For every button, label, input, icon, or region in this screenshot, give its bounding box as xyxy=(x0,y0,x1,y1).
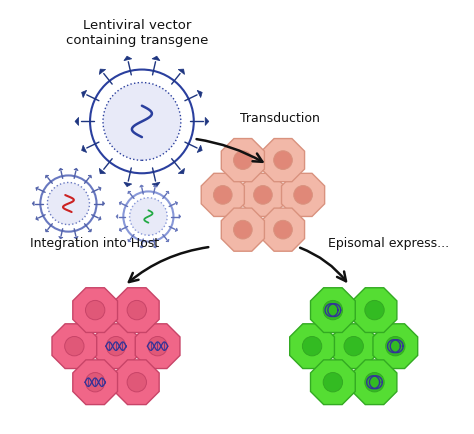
Circle shape xyxy=(127,373,146,392)
Circle shape xyxy=(129,198,167,236)
Circle shape xyxy=(106,337,126,356)
Polygon shape xyxy=(128,240,131,242)
Polygon shape xyxy=(103,202,105,206)
Circle shape xyxy=(148,337,167,356)
Polygon shape xyxy=(59,169,63,171)
Polygon shape xyxy=(262,209,305,252)
Circle shape xyxy=(64,337,84,356)
Circle shape xyxy=(386,337,405,356)
Polygon shape xyxy=(140,247,144,248)
Polygon shape xyxy=(74,237,78,239)
Polygon shape xyxy=(36,217,38,221)
Polygon shape xyxy=(352,360,397,404)
Polygon shape xyxy=(99,217,101,221)
Polygon shape xyxy=(166,192,169,194)
Circle shape xyxy=(234,151,252,170)
Polygon shape xyxy=(221,139,264,182)
Circle shape xyxy=(213,186,232,205)
Polygon shape xyxy=(152,57,160,62)
Polygon shape xyxy=(153,186,157,187)
Circle shape xyxy=(85,301,105,320)
Polygon shape xyxy=(59,237,63,239)
Polygon shape xyxy=(36,187,38,191)
Polygon shape xyxy=(140,186,144,187)
Polygon shape xyxy=(46,176,49,179)
Text: Lentiviral vector
containing transgene: Lentiviral vector containing transgene xyxy=(66,19,209,46)
Polygon shape xyxy=(124,183,132,187)
Polygon shape xyxy=(310,360,355,404)
Polygon shape xyxy=(75,118,79,126)
Circle shape xyxy=(254,186,272,205)
Polygon shape xyxy=(119,228,122,232)
Polygon shape xyxy=(175,228,178,232)
Circle shape xyxy=(234,221,252,240)
Polygon shape xyxy=(152,183,160,187)
Circle shape xyxy=(90,70,194,174)
Polygon shape xyxy=(99,70,106,75)
Polygon shape xyxy=(205,118,209,126)
Polygon shape xyxy=(135,324,180,368)
Polygon shape xyxy=(179,215,181,219)
Circle shape xyxy=(302,337,322,356)
Polygon shape xyxy=(99,187,101,191)
Polygon shape xyxy=(178,169,184,174)
Polygon shape xyxy=(290,324,335,368)
Polygon shape xyxy=(331,324,376,368)
Circle shape xyxy=(123,192,173,242)
Polygon shape xyxy=(197,91,202,99)
Polygon shape xyxy=(241,174,284,217)
Polygon shape xyxy=(116,215,118,219)
Polygon shape xyxy=(99,169,106,174)
Text: Integration into Host: Integration into Host xyxy=(30,237,159,250)
Polygon shape xyxy=(175,202,178,206)
Polygon shape xyxy=(73,288,118,333)
Text: Episomal express...: Episomal express... xyxy=(328,237,449,250)
Polygon shape xyxy=(124,57,132,62)
Polygon shape xyxy=(201,174,245,217)
Polygon shape xyxy=(32,202,34,206)
Polygon shape xyxy=(74,169,78,171)
Polygon shape xyxy=(352,288,397,333)
Circle shape xyxy=(127,301,146,320)
Circle shape xyxy=(294,186,312,205)
Polygon shape xyxy=(82,91,87,99)
Circle shape xyxy=(85,373,105,392)
Polygon shape xyxy=(114,360,159,404)
Polygon shape xyxy=(178,70,184,75)
Polygon shape xyxy=(282,174,325,217)
Polygon shape xyxy=(310,288,355,333)
Circle shape xyxy=(323,301,343,320)
Circle shape xyxy=(103,83,181,161)
Circle shape xyxy=(273,151,292,170)
Polygon shape xyxy=(46,230,49,232)
Polygon shape xyxy=(221,209,264,252)
Polygon shape xyxy=(82,146,87,153)
Polygon shape xyxy=(153,247,157,248)
Polygon shape xyxy=(373,324,418,368)
Polygon shape xyxy=(88,230,91,232)
Polygon shape xyxy=(197,146,202,153)
Polygon shape xyxy=(262,139,305,182)
Polygon shape xyxy=(166,240,169,242)
Polygon shape xyxy=(114,288,159,333)
Circle shape xyxy=(323,373,343,392)
Circle shape xyxy=(344,337,364,356)
Circle shape xyxy=(47,183,90,225)
Polygon shape xyxy=(128,192,131,194)
Circle shape xyxy=(365,301,384,320)
Polygon shape xyxy=(94,324,138,368)
Circle shape xyxy=(365,373,384,392)
Circle shape xyxy=(40,176,97,232)
Text: Transduction: Transduction xyxy=(240,112,320,124)
Polygon shape xyxy=(88,176,91,179)
Polygon shape xyxy=(119,202,122,206)
Polygon shape xyxy=(73,360,118,404)
Circle shape xyxy=(273,221,292,240)
Polygon shape xyxy=(52,324,97,368)
